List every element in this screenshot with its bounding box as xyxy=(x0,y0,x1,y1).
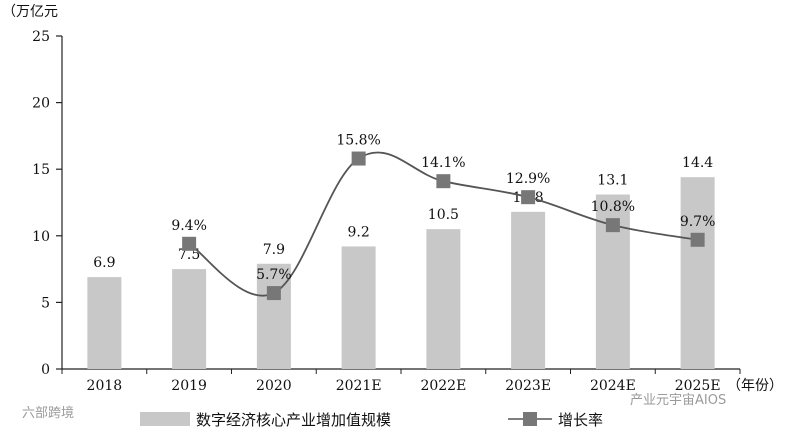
x-tick-label: 2023E xyxy=(505,378,551,394)
bar-value-label: 6.9 xyxy=(93,255,115,271)
growth-value-label: 12.9% xyxy=(506,171,550,187)
bar-value-label: 7.5 xyxy=(178,247,200,263)
watermarks: 六部跨境 产业元宇宙AIOS xyxy=(22,393,726,421)
growth-value-label: 14.1% xyxy=(421,155,465,171)
x-tick-label: 2020 xyxy=(256,378,292,394)
bar xyxy=(426,229,461,369)
bar-value-label: 14.4 xyxy=(682,155,713,171)
growth-value-label: 15.8% xyxy=(336,133,380,149)
bar xyxy=(256,263,291,369)
y-tick-label: 5 xyxy=(41,295,50,311)
legend-bar-swatch xyxy=(140,412,190,426)
growth-value-label: 9.4% xyxy=(171,218,207,234)
bars xyxy=(87,177,715,369)
watermark-right: 产业元宇宙AIOS xyxy=(630,393,726,408)
legend-line-marker xyxy=(523,412,537,426)
y-tick-label: 15 xyxy=(32,162,50,178)
x-tick-label: 2019 xyxy=(171,378,207,394)
legend-line-label: 增长率 xyxy=(558,411,603,429)
growth-marker xyxy=(182,236,197,251)
x-ticks: 2018 2019 2020 2021E 2022E 2023E 2024E 2025E xyxy=(61,369,741,394)
growth-marker xyxy=(266,286,281,301)
y-tick-label: 20 xyxy=(32,96,50,112)
x-tick-label: 2025E xyxy=(675,378,721,394)
bar xyxy=(341,246,376,369)
y-tick-label: 25 xyxy=(32,29,50,45)
growth-value-label: 10.8% xyxy=(591,199,635,215)
bar xyxy=(172,269,207,369)
bar-value-label: 13.1 xyxy=(597,173,628,189)
growth-marker xyxy=(351,151,366,166)
bar-value-label: 7.9 xyxy=(263,242,285,258)
growth-value-label: 5.7% xyxy=(256,267,292,283)
x-tick-label: 2024E xyxy=(590,378,636,394)
x-tick-label: 2022E xyxy=(420,378,466,394)
legend-bar-label: 数字经济核心产业增加值规模 xyxy=(196,411,391,429)
bar xyxy=(87,277,122,369)
bar-value-label: 9.2 xyxy=(347,224,369,240)
legend: 数字经济核心产业增加值规模 增长率 xyxy=(140,411,603,429)
y-tick-label: 10 xyxy=(32,229,50,245)
y-unit-label: （万亿元 xyxy=(2,4,58,20)
y-ticks: 0 5 10 15 20 25 xyxy=(32,29,62,378)
x-tick-label: 2018 xyxy=(87,378,123,394)
growth-marker xyxy=(605,218,620,233)
growth-marker xyxy=(436,174,451,189)
growth-value-label: 9.7% xyxy=(680,214,716,230)
x-tick-label: 2021E xyxy=(336,378,382,394)
bar-value-label: 10.5 xyxy=(428,207,459,223)
axes xyxy=(61,36,740,370)
growth-marker xyxy=(690,232,705,247)
x-unit-label: （年份） xyxy=(727,378,783,394)
growth-line: 9.4% 5.7% 15.8% 14.1% 12.9% 10.8% 9.7% xyxy=(171,133,715,301)
bar xyxy=(511,211,546,369)
bar xyxy=(680,177,715,369)
y-tick-label: 0 xyxy=(41,362,50,378)
bar-labels: 6.97.57.99.210.511.813.114.4 xyxy=(93,155,713,271)
growth-marker xyxy=(521,190,536,205)
watermark-left: 六部跨境 xyxy=(22,406,74,421)
